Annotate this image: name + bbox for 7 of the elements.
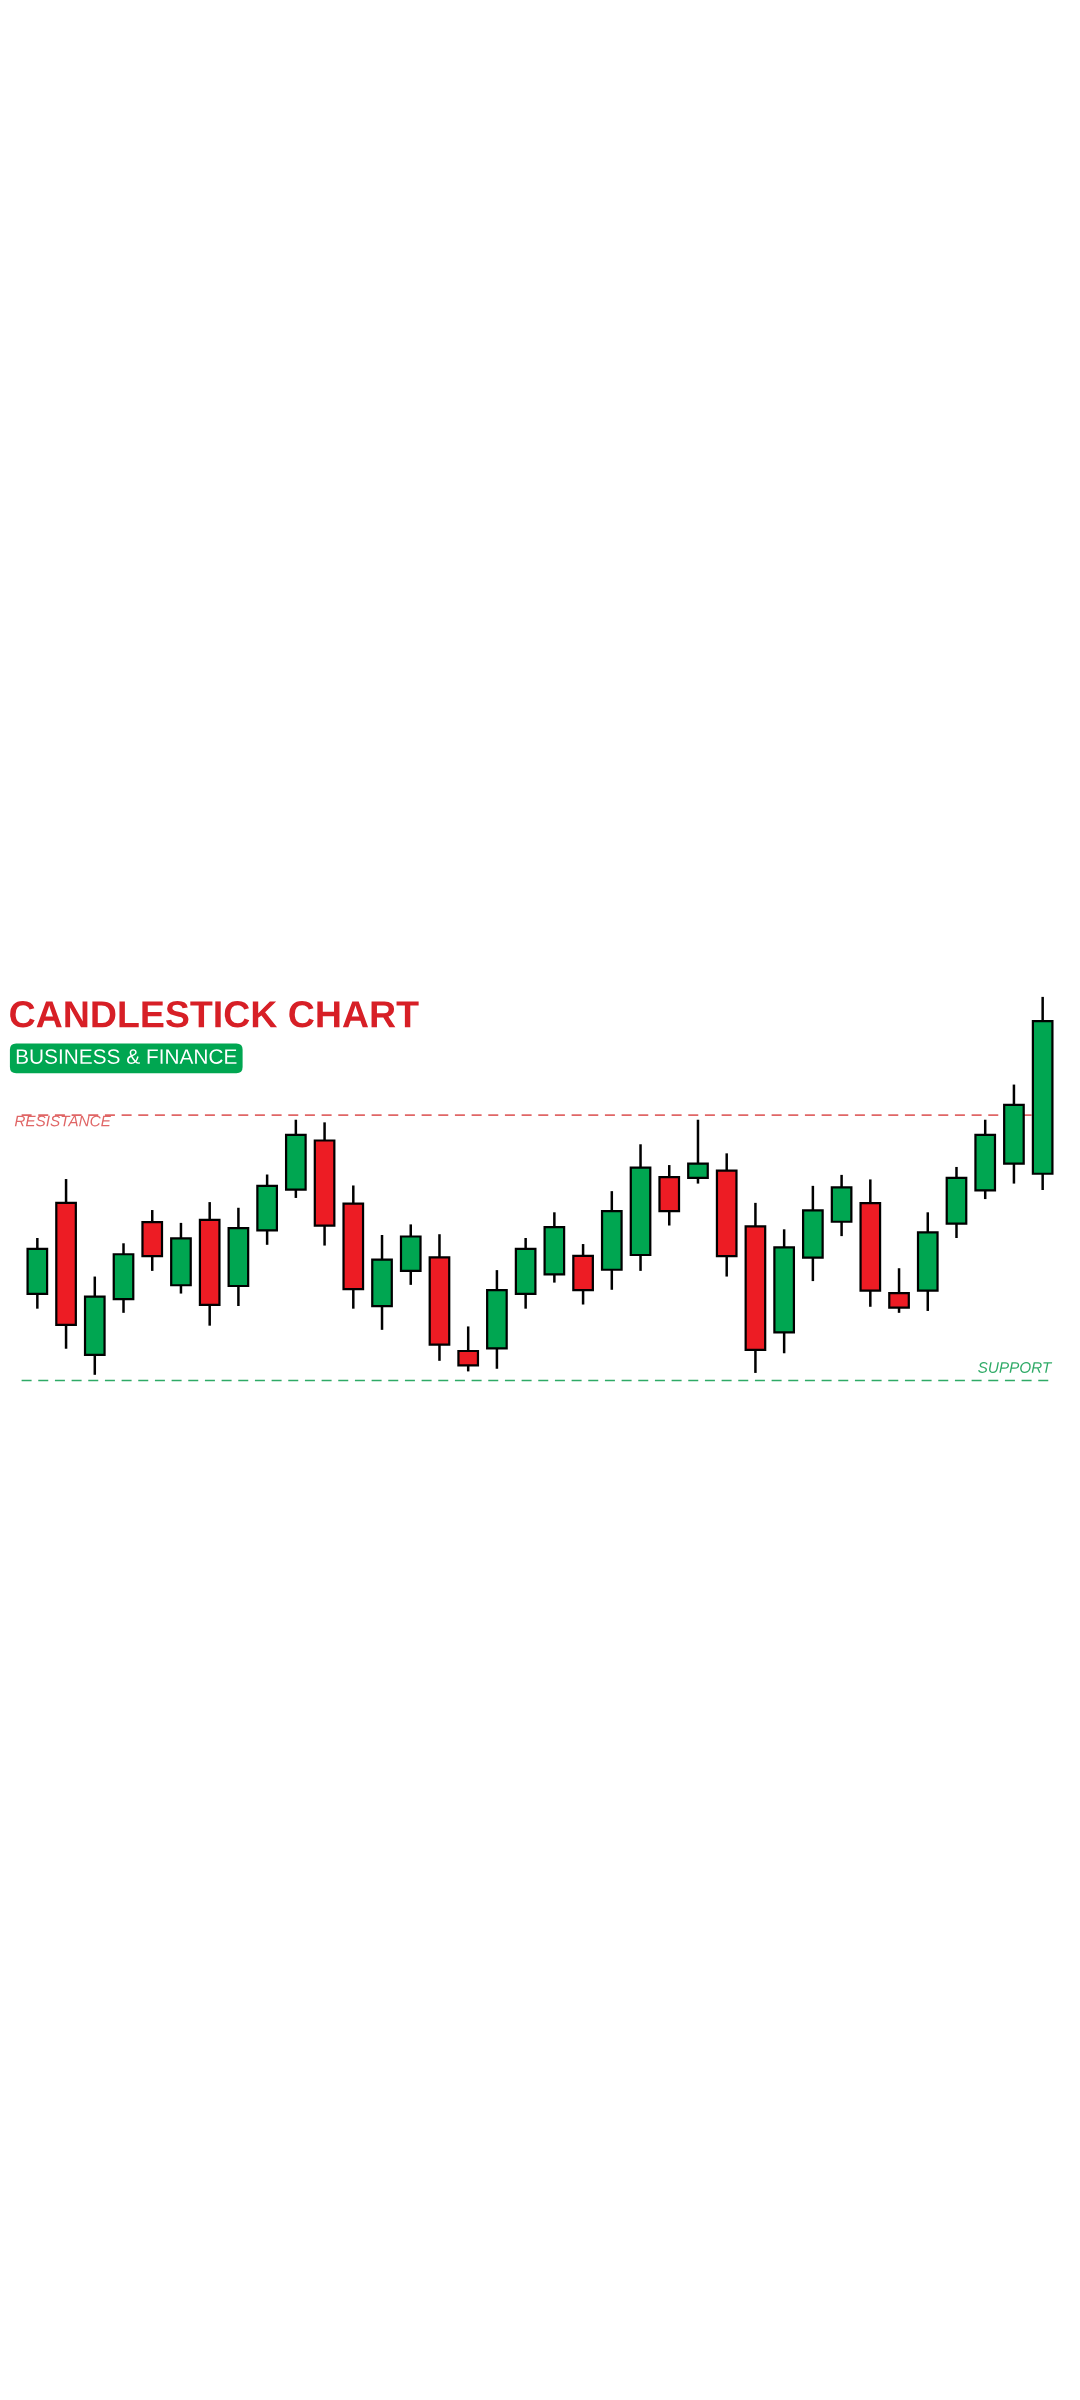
candlestick (687, 1118, 709, 1185)
candlestick (888, 1266, 910, 1315)
candlestick (457, 1325, 480, 1373)
chart-title: CANDLESTICK CHART (10, 1001, 419, 1028)
ref-line-label: SUPPORT (978, 1362, 1053, 1373)
text: BUSINESS & FINANCE (16, 1049, 237, 1064)
ref-line-label: RESISTANCE (14, 1115, 111, 1127)
